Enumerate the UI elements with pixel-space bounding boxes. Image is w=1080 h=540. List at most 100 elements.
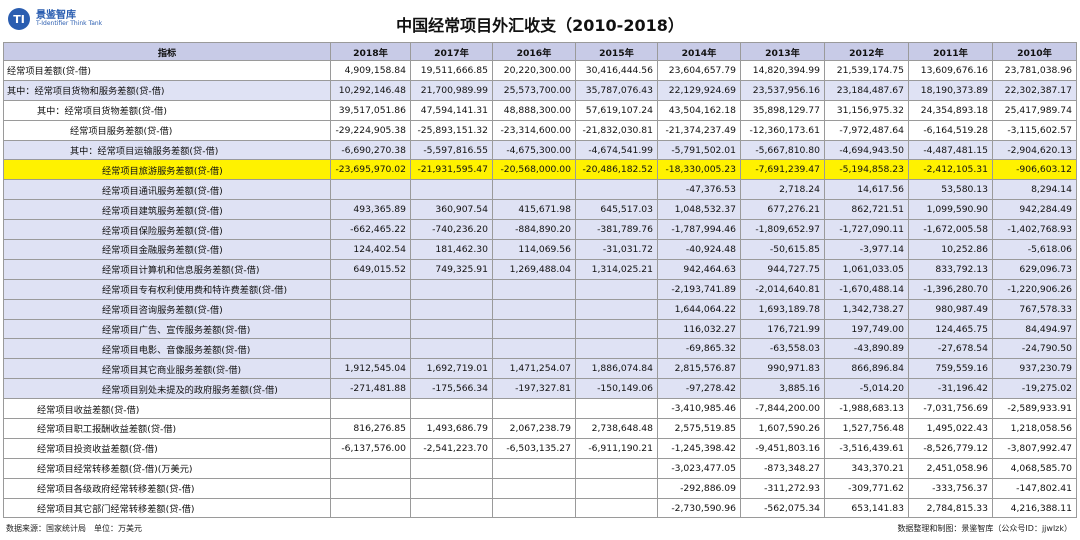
table-cell: -5,667,810.80	[740, 139, 825, 161]
table-cell: -5,618.06	[992, 239, 1077, 260]
row-label: 经常项目其它部门经常转移差额(贷-借)	[3, 497, 331, 519]
row-label: 其中：经常项目货物和服务差额(贷-借)	[3, 79, 331, 101]
table-cell: 22,129,924.69	[657, 79, 741, 101]
table-cell: -40,924.48	[657, 239, 741, 260]
table-cell: -150,149.06	[575, 378, 658, 400]
table-cell: -9,451,803.16	[740, 437, 825, 459]
table-cell	[492, 278, 576, 300]
table-cell	[492, 298, 576, 320]
table-cell: 1,269,488.04	[492, 258, 576, 280]
row-label: 经常项目经常转移差额(贷-借)(万美元)	[3, 457, 331, 479]
table-cell: 31,156,975.32	[824, 99, 909, 121]
table-cell: -197,327.81	[492, 378, 576, 400]
row-label: 其中：经常项目运输服务差额(贷-借)	[3, 139, 331, 161]
table-cell	[575, 497, 658, 519]
table-cell	[330, 278, 411, 300]
table-cell: -3,807,992.47	[992, 437, 1077, 459]
logo-name-en: T-Identifier Think Tank	[36, 20, 103, 28]
table-row: 经常项目金融服务差额(贷-借) 124,402.54 181,462.30 114,0…	[3, 239, 1077, 260]
table-cell: 1,471,254.07	[492, 358, 576, 380]
table-cell	[492, 457, 576, 479]
table-cell: -47,376.53	[657, 179, 741, 201]
table-cell	[330, 497, 411, 519]
table-cell: -6,503,135.27	[492, 437, 576, 459]
table-cell: 20,220,300.00	[492, 60, 576, 81]
table-row: 经常项目旅游服务差额(贷-借) -23,695,970.02 -21,931,595…	[3, 159, 1077, 181]
table-cell: -1,787,994.46	[657, 219, 741, 241]
column-header: 2018年	[330, 42, 411, 61]
table-cell: 23,184,487.67	[824, 79, 909, 101]
data-table: 指标 2018年 2017年 2016年 2015年 2014年 2013年 2…	[3, 42, 1077, 519]
table-cell: -23,695,970.02	[330, 159, 411, 181]
table-row: 经常项目建筑服务差额(贷-借) 493,365.89 360,907.54 415,6…	[3, 199, 1077, 221]
table-cell	[330, 298, 411, 320]
table-cell: -884,890.20	[492, 219, 576, 241]
table-cell: 2,718.24	[740, 179, 825, 201]
table-cell: 343,370.21	[824, 457, 909, 479]
table-cell: -29,224,905.38	[330, 119, 411, 141]
table-cell: 2,738,648.48	[575, 418, 658, 439]
row-label: 经常项目职工报酬收益差额(贷-借)	[3, 418, 331, 439]
column-header: 指标	[3, 42, 331, 61]
table-cell: 360,907.54	[410, 199, 493, 221]
table-cell: -3,023,477.05	[657, 457, 741, 479]
table-cell: 759,559.16	[908, 358, 993, 380]
table-cell: 1,342,738.27	[824, 298, 909, 320]
table-cell: 1,493,686.79	[410, 418, 493, 439]
table-cell	[330, 398, 411, 420]
table-cell	[410, 298, 493, 320]
table-cell	[410, 318, 493, 340]
table-cell: 937,230.79	[992, 358, 1077, 380]
table-cell: -4,694,943.50	[824, 139, 909, 161]
table-cell: 35,898,129.77	[740, 99, 825, 121]
table-cell: -1,245,398.42	[657, 437, 741, 459]
row-label: 经常项目专有权利使用费和特许费差额(贷-借)	[3, 278, 331, 300]
table-cell: 21,539,174.75	[824, 60, 909, 81]
table-cell: 48,888,300.00	[492, 99, 576, 121]
row-label: 经常项目咨询服务差额(贷-借)	[3, 298, 331, 320]
row-label: 经常项目其它商业服务差额(贷-借)	[3, 358, 331, 380]
table-cell: 629,096.73	[992, 258, 1077, 280]
table-cell: -2,904,620.13	[992, 139, 1077, 161]
table-cell: 124,402.54	[330, 239, 411, 260]
header: TI 景鉴智库 T-Identifier Think Tank 中国经常项目外汇…	[0, 0, 1080, 44]
table-cell: 23,781,038.96	[992, 60, 1077, 81]
table-cell	[575, 278, 658, 300]
table-cell: 53,580.13	[908, 179, 993, 201]
table-cell: -43,890.89	[824, 338, 909, 360]
table-row: 其中：经常项目货物差额(贷-借) 39,517,051.86 47,594,141.…	[3, 99, 1077, 121]
table-cell: -69,865.32	[657, 338, 741, 360]
brand-logo: TI 景鉴智库 T-Identifier Think Tank	[8, 8, 102, 30]
table-cell: 39,517,051.86	[330, 99, 411, 121]
column-header: 2010年	[992, 42, 1077, 61]
table-cell	[575, 338, 658, 360]
table-cell: 1,495,022.43	[908, 418, 993, 439]
table-cell: 35,787,076.43	[575, 79, 658, 101]
table-cell: 653,141.83	[824, 497, 909, 519]
table-cell: -19,275.02	[992, 378, 1077, 400]
page-title: 中国经常项目外汇收支（2010-2018）	[396, 16, 684, 35]
table-cell: 645,517.03	[575, 199, 658, 221]
table-cell: 176,721.99	[740, 318, 825, 340]
table-cell: -31,196.42	[908, 378, 993, 400]
table-cell: -20,568,000.00	[492, 159, 576, 181]
table-row: 经常项目专有权利使用费和特许费差额(贷-借) -2,193,741.89 -2,01…	[3, 278, 1077, 300]
table-cell: 124,465.75	[908, 318, 993, 340]
table-row: 经常项目咨询服务差额(贷-借) 1,644,064.22 1,693,189.78 1…	[3, 298, 1077, 320]
table-cell: -662,465.22	[330, 219, 411, 241]
table-cell: 47,594,141.31	[410, 99, 493, 121]
table-cell: 10,252.86	[908, 239, 993, 260]
table-cell: -3,516,439.61	[824, 437, 909, 459]
table-row: 经常项目通讯服务差额(贷-借) -47,376.53 2,718.24 14,617.…	[3, 179, 1077, 201]
table-cell	[410, 278, 493, 300]
table-row: 经常项目职工报酬收益差额(贷-借) 816,276.85 1,493,686.79 2…	[3, 418, 1077, 439]
table-cell: -18,330,005.23	[657, 159, 741, 181]
table-row: 经常项目别处未提及的政府服务差额(贷-借) -271,481.88 -175,566…	[3, 378, 1077, 400]
table-cell: 1,218,058.56	[992, 418, 1077, 439]
row-label: 经常项目金融服务差额(贷-借)	[3, 239, 331, 260]
table-cell: -8,526,779.12	[908, 437, 993, 459]
table-cell: -147,802.41	[992, 477, 1077, 499]
table-cell	[492, 398, 576, 420]
table-cell: -2,193,741.89	[657, 278, 741, 300]
table-row: 其中：经常项目运输服务差额(贷-借) -6,690,270.38 -5,597,81…	[3, 139, 1077, 161]
